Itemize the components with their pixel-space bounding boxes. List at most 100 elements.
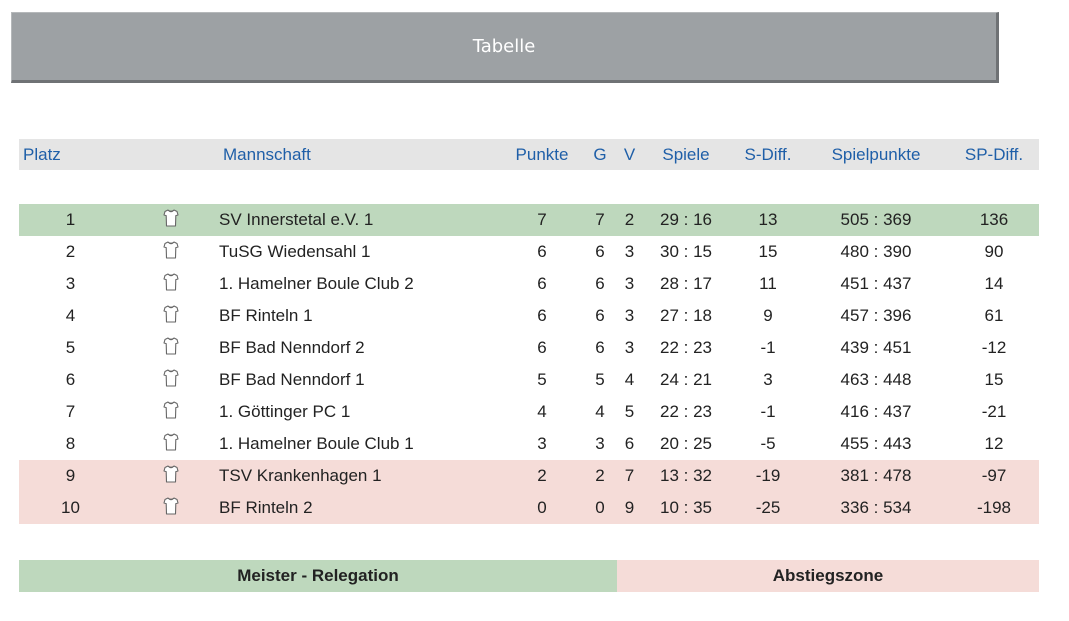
- team-shirt-cell: [122, 492, 219, 524]
- col-header-spdiff[interactable]: SP-Diff.: [949, 139, 1039, 170]
- cell-spielpunkte: 480 : 390: [840, 242, 912, 261]
- cell-punkte: 6: [537, 242, 547, 261]
- shirt-icon: [162, 496, 179, 520]
- team-shirt-cell: [122, 332, 219, 364]
- cell-spdiff: 61: [984, 306, 1004, 325]
- col-header-icon: [122, 139, 219, 170]
- cell-spielpunkte: 451 : 437: [840, 274, 912, 293]
- shirt-icon: [162, 464, 179, 488]
- cell-platz: 1: [19, 204, 122, 236]
- col-header-punkte[interactable]: Punkte: [504, 139, 580, 170]
- page-title: Tabelle: [472, 36, 536, 57]
- team-name[interactable]: 1. Hamelner Boule Club 1: [219, 434, 414, 453]
- cell-spdiff: -12: [981, 338, 1007, 357]
- cell-punkte: 0: [504, 492, 580, 524]
- table-row[interactable]: 5 BF Bad Nenndorf 2 6 6 3 22 : 23 -1 439 : 451-…: [19, 332, 1039, 364]
- cell-spiele: 20 : 25: [660, 434, 712, 453]
- spacer-row: [19, 170, 1039, 204]
- cell-platz: 10: [19, 492, 122, 524]
- team-name[interactable]: TuSG Wiedensahl 1: [219, 242, 371, 261]
- shirt-icon: [162, 272, 179, 296]
- cell-spielpunkte: 416 : 437: [840, 402, 912, 421]
- col-header-v[interactable]: V: [620, 139, 639, 170]
- team-name[interactable]: BF Rinteln 1: [219, 306, 313, 325]
- cell-spielpunkte: 463 : 448: [840, 370, 912, 389]
- cell-g: 6: [595, 274, 605, 293]
- cell-spiele: 10 : 35: [639, 492, 733, 524]
- cell-v: 2: [620, 204, 639, 236]
- cell-platz: 3: [65, 274, 76, 293]
- standings-table: Platz Mannschaft Punkte G V Spiele S-Dif…: [19, 139, 1039, 524]
- cell-sdiff: -5: [760, 434, 776, 453]
- table-row[interactable]: 8 1. Hamelner Boule Club 1 3 3 6 20 : 25 -5 455…: [19, 428, 1039, 460]
- cell-punkte: 5: [537, 370, 547, 389]
- cell-g: 0: [580, 492, 620, 524]
- col-header-spiele[interactable]: Spiele: [639, 139, 733, 170]
- table-row[interactable]: 7 1. Göttinger PC 1 4 4 5 22 : 23 -1 416 : 437-…: [19, 396, 1039, 428]
- team-shirt-cell: [122, 428, 219, 460]
- table-row[interactable]: 2 TuSG Wiedensahl 1 6 6 3 30 : 15 15 480 : 390 9…: [19, 236, 1039, 268]
- cell-v: 3: [624, 274, 635, 293]
- cell-g: 2: [580, 460, 620, 492]
- cell-punkte: 2: [504, 460, 580, 492]
- cell-punkte: 4: [537, 402, 547, 421]
- table-row[interactable]: 10 BF Rinteln 2 0 0 9 10 : 35 -25 336 : 534 -198: [19, 492, 1039, 524]
- cell-spdiff: 12: [984, 434, 1004, 453]
- team-name[interactable]: TSV Krankenhagen 1: [219, 460, 504, 492]
- table-row[interactable]: 1 SV Innerstetal e.V. 1 7 7 2 29 : 16 13 505 : …: [19, 204, 1039, 236]
- team-name[interactable]: BF Bad Nenndorf 1: [219, 370, 365, 389]
- cell-v: 7: [620, 460, 639, 492]
- cell-sdiff: -1: [760, 402, 776, 421]
- team-shirt-cell: [122, 460, 219, 492]
- cell-g: 6: [595, 242, 605, 261]
- col-header-sdiff[interactable]: S-Diff.: [733, 139, 803, 170]
- table-row[interactable]: 3 1. Hamelner Boule Club 2 6 6 3 28 : 17 11 451…: [19, 268, 1039, 300]
- cell-v: 9: [620, 492, 639, 524]
- cell-spdiff: -97: [949, 460, 1039, 492]
- cell-punkte: 6: [537, 274, 547, 293]
- cell-punkte: 6: [537, 306, 547, 325]
- cell-spdiff: -198: [949, 492, 1039, 524]
- title-bar: Tabelle: [11, 12, 999, 83]
- table-row[interactable]: 9 TSV Krankenhagen 1 2 2 7 13 : 32 -19 381 : 47…: [19, 460, 1039, 492]
- team-name[interactable]: BF Rinteln 2: [219, 492, 504, 524]
- cell-platz: 9: [19, 460, 122, 492]
- col-header-g[interactable]: G: [580, 139, 620, 170]
- table-row[interactable]: 4 BF Rinteln 1 6 6 3 27 : 18 9 457 : 396 61: [19, 300, 1039, 332]
- cell-g: 3: [595, 434, 605, 453]
- cell-spdiff: 14: [984, 274, 1004, 293]
- cell-g: 6: [595, 338, 605, 357]
- cell-spielpunkte: 455 : 443: [840, 434, 912, 453]
- cell-sdiff: 11: [759, 274, 777, 293]
- cell-punkte: 7: [504, 204, 580, 236]
- team-name[interactable]: BF Bad Nenndorf 2: [219, 338, 365, 357]
- cell-spiele: 29 : 16: [639, 204, 733, 236]
- table-header-row: Platz Mannschaft Punkte G V Spiele S-Dif…: [19, 139, 1039, 170]
- cell-spielpunkte: 457 : 396: [840, 306, 912, 325]
- shirt-icon: [162, 336, 179, 360]
- cell-spiele: 28 : 17: [660, 274, 712, 293]
- cell-sdiff: -25: [733, 492, 803, 524]
- cell-v: 3: [624, 242, 635, 261]
- shirt-icon: [162, 400, 179, 424]
- shirt-icon: [162, 208, 179, 232]
- table-row[interactable]: 6 BF Bad Nenndorf 1 5 5 4 24 : 21 3 463 : 448 15: [19, 364, 1039, 396]
- cell-spiele: 30 : 15: [660, 242, 712, 261]
- legend: Meister - Relegation Abstiegszone: [19, 560, 1039, 592]
- team-name[interactable]: 1. Göttinger PC 1: [219, 402, 351, 421]
- cell-platz: 2: [65, 242, 76, 261]
- cell-spiele: 27 : 18: [660, 306, 712, 325]
- col-header-mannschaft[interactable]: Mannschaft: [219, 139, 504, 170]
- legend-meister: Meister - Relegation: [19, 560, 617, 592]
- cell-sdiff: 13: [733, 204, 803, 236]
- col-header-platz[interactable]: Platz: [19, 139, 122, 170]
- cell-sdiff: -1: [760, 338, 776, 357]
- team-shirt-cell: [122, 364, 219, 396]
- team-name[interactable]: SV Innerstetal e.V. 1: [219, 204, 504, 236]
- legend-abstieg: Abstiegszone: [617, 560, 1039, 592]
- team-shirt-cell: [122, 268, 219, 300]
- team-shirt-cell: [122, 300, 219, 332]
- team-name[interactable]: 1. Hamelner Boule Club 2: [219, 274, 414, 293]
- shirt-icon: [162, 432, 179, 456]
- col-header-spielpunkte[interactable]: Spielpunkte: [803, 139, 949, 170]
